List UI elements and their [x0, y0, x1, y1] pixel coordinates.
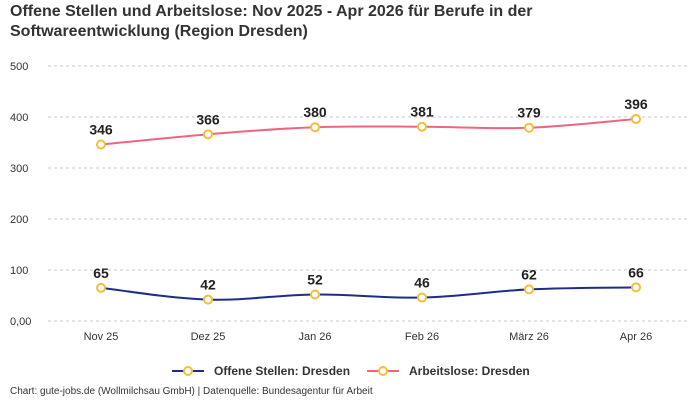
data-label: 52	[307, 271, 323, 287]
x-tick-label: Nov 25	[84, 331, 119, 343]
data-label: 46	[414, 275, 430, 291]
data-point[interactable]	[524, 284, 534, 295]
data-point[interactable]	[203, 129, 213, 140]
y-tick-label: 400	[10, 112, 28, 124]
legend-item-label[interactable]: Arbeitslose: Dresden	[409, 364, 530, 378]
y-tick-label: 100	[10, 265, 28, 277]
data-label: 380	[303, 104, 327, 120]
gridlines	[48, 65, 690, 322]
data-labels: 65 42 52 46 62 66 346 366 380 381 379 396	[89, 96, 648, 293]
data-point[interactable]	[96, 139, 106, 150]
data-label: 379	[517, 105, 541, 121]
chart-title: Offene Stellen und Arbeitslose: Nov 2025…	[10, 3, 533, 40]
x-tick-label: März 26	[509, 331, 549, 343]
y-tick-label: 200	[10, 214, 28, 226]
chart-footer: Chart: gute-jobs.de (Wollmilchsau GmbH) …	[10, 386, 373, 397]
y-axis-ticks: 0,00 100 200 300 400 500	[10, 61, 31, 328]
data-point[interactable]	[310, 289, 320, 300]
data-point[interactable]	[631, 282, 641, 293]
data-point[interactable]	[203, 294, 213, 305]
x-axis-ticks: Nov 25 Dez 25 Jan 26 Feb 26 März 26 Apr 26	[84, 331, 653, 343]
data-point[interactable]	[524, 122, 534, 133]
data-points	[96, 114, 641, 305]
data-label: 381	[410, 104, 434, 120]
legend-item-label[interactable]: Offene Stellen: Dresden	[214, 364, 350, 378]
x-tick-label: Feb 26	[405, 331, 439, 343]
data-label: 42	[200, 277, 216, 293]
data-label: 396	[624, 96, 648, 112]
data-label: 366	[196, 111, 220, 127]
data-label: 65	[93, 265, 109, 281]
data-point[interactable]	[417, 121, 427, 132]
data-point[interactable]	[417, 292, 427, 303]
legend: Offene Stellen: Dresden Arbeitslose: Dres…	[172, 364, 530, 378]
data-label: 62	[521, 266, 537, 282]
x-tick-label: Jan 26	[298, 331, 331, 343]
series-lines	[100, 118, 637, 301]
x-tick-label: Apr 26	[620, 331, 652, 343]
legend-marker	[183, 366, 193, 376]
data-point[interactable]	[96, 282, 106, 293]
data-label: 346	[89, 122, 113, 138]
data-point[interactable]	[310, 122, 320, 133]
x-tick-label: Dez 25	[191, 331, 226, 343]
y-tick-label: 500	[10, 61, 28, 73]
series-line	[100, 286, 637, 301]
y-tick-label: 0,00	[10, 316, 31, 328]
series-line	[100, 118, 637, 146]
data-point[interactable]	[631, 114, 641, 125]
data-label: 66	[628, 264, 644, 280]
legend-marker	[378, 366, 388, 376]
y-tick-label: 300	[10, 163, 28, 175]
